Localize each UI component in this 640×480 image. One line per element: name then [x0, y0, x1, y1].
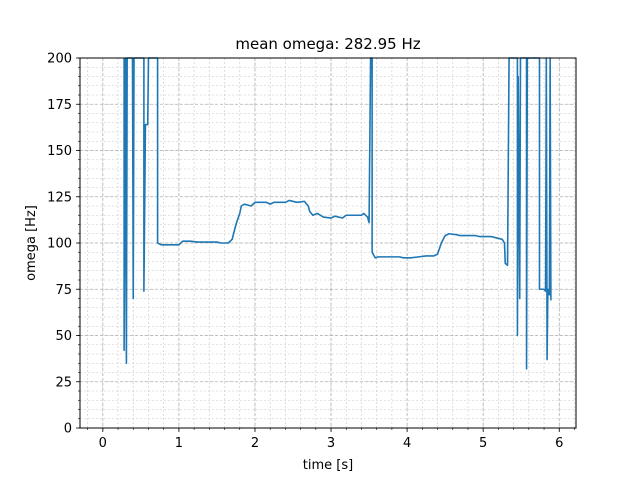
y-tick-label: 100	[47, 237, 72, 252]
y-tick-label: 125	[47, 190, 72, 205]
y-tick-label: 200	[47, 52, 72, 67]
chart-title: mean omega: 282.95 Hz	[235, 35, 420, 53]
x-tick-label: 3	[327, 436, 335, 451]
y-tick-label: 75	[55, 283, 72, 298]
y-tick-label: 0	[64, 422, 72, 437]
series-line	[123, 57, 552, 370]
x-axis-ticks: 0 1 2 3 4 5 6	[87, 428, 575, 451]
y-axis-label: omega [Hz]	[24, 205, 39, 281]
y-tick-label: 175	[47, 98, 72, 113]
x-tick-label: 4	[403, 436, 411, 451]
y-tick-label: 150	[47, 144, 72, 159]
y-axis-ticks: 0 25 50 75 100 125 150 175 200	[47, 52, 80, 437]
y-tick-label: 25	[55, 375, 72, 390]
x-tick-label: 6	[555, 436, 563, 451]
x-tick-label: 0	[99, 436, 107, 451]
x-tick-label: 2	[251, 436, 259, 451]
series-layer	[123, 57, 552, 370]
x-axis-label: time [s]	[303, 458, 353, 473]
y-tick-label: 50	[55, 329, 72, 344]
x-tick-label: 5	[479, 436, 487, 451]
x-tick-label: 1	[175, 436, 183, 451]
